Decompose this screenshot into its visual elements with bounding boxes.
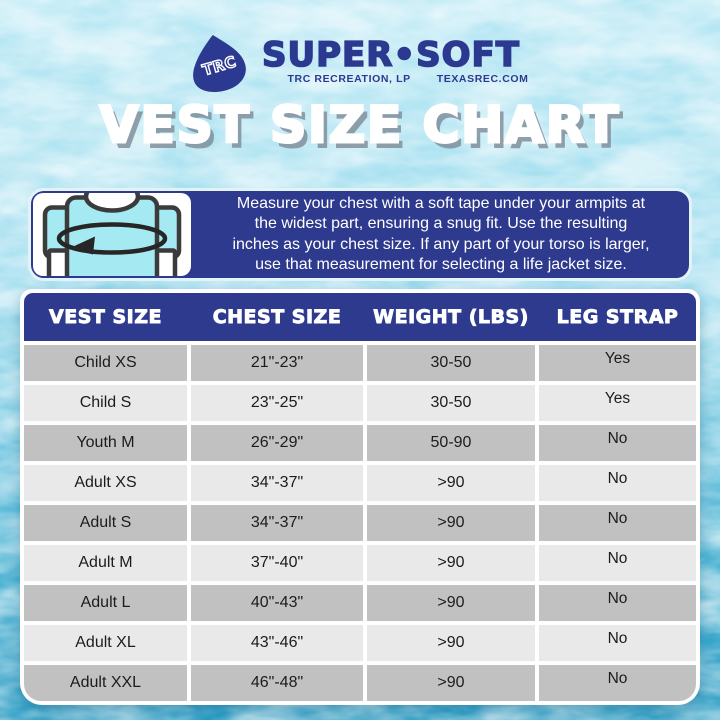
brand-taglines: TRC RECREATION, LP TEXASREC.COM xyxy=(252,73,531,85)
cell-weight: >90 xyxy=(367,505,535,541)
instructions-line: the widest part, ensuring a snug fit. Us… xyxy=(254,215,628,232)
cell-chest-size: 26"-29" xyxy=(191,425,363,461)
header-leg-strap: LEG STRAP xyxy=(556,306,679,329)
cell-chest-size: 21"-23" xyxy=(191,345,363,381)
cell-vest-size: Adult S xyxy=(24,505,187,541)
cell-vest-size: Child XS xyxy=(24,345,187,381)
cell-vest-size: Adult XS xyxy=(24,465,187,501)
cell-vest-size: Youth M xyxy=(24,425,187,461)
website-url: TEXASREC.COM xyxy=(436,73,529,85)
instructions-line: Measure your chest with a soft tape unde… xyxy=(236,194,646,212)
cell-weight: >90 xyxy=(367,665,535,701)
cell-leg-strap: No xyxy=(539,425,696,461)
cell-chest-size: 46"-48" xyxy=(191,665,363,701)
table-row: Adult XL 43"-46" >90 No xyxy=(24,625,696,661)
cell-chest-size: 37"-40" xyxy=(191,545,363,581)
cell-leg-strap: Yes xyxy=(539,345,696,381)
table-row: Adult XS 34"-37" >90 No xyxy=(24,465,696,501)
cell-vest-size: Adult L xyxy=(24,585,187,621)
trc-waterdrop-icon: TRC xyxy=(187,30,250,96)
cell-leg-strap: No xyxy=(539,585,696,621)
company-name: TRC RECREATION, LP xyxy=(287,73,411,85)
size-table: VEST SIZE CHEST SIZE WEIGHT (LBS) LEG ST… xyxy=(20,289,700,705)
cell-vest-size: Child S xyxy=(24,385,187,421)
cell-leg-strap: Yes xyxy=(539,385,696,421)
cell-weight: 30-50 xyxy=(367,345,535,381)
table-row: Adult M 37"-40" >90 No xyxy=(24,545,696,581)
cell-weight: >90 xyxy=(367,465,535,501)
cell-chest-size: 40"-43" xyxy=(191,585,363,621)
cell-vest-size: Adult M xyxy=(24,545,187,581)
page-title: VEST SIZE CHART xyxy=(98,95,621,156)
brand-name: SUPER•SOFT xyxy=(261,35,520,75)
cell-vest-size: Adult XL xyxy=(24,625,187,661)
cell-leg-strap: No xyxy=(539,625,696,661)
cell-chest-size: 23"-25" xyxy=(191,385,363,421)
cell-weight: >90 xyxy=(367,585,535,621)
cell-vest-size: Adult XXL xyxy=(24,665,187,701)
cell-weight: >90 xyxy=(367,625,535,661)
header-chest-size: CHEST SIZE xyxy=(212,306,342,329)
instructions-panel: Measure your chest with a soft tape unde… xyxy=(28,188,692,281)
table-row: Child XS 21"-23" 30-50 Yes xyxy=(24,345,696,381)
instructions-text: Measure your chest with a soft tape unde… xyxy=(193,191,689,278)
cell-chest-size: 34"-37" xyxy=(191,505,363,541)
size-table-header: VEST SIZE CHEST SIZE WEIGHT (LBS) LEG ST… xyxy=(24,293,696,341)
cell-chest-size: 43"-46" xyxy=(191,625,363,661)
brand-logo: TRC SUPER•SOFT TRC RECREATION, LP TEXASR… xyxy=(0,33,720,93)
shirt-chest-measure-icon xyxy=(33,193,191,276)
cell-leg-strap: No xyxy=(539,665,696,701)
table-row: Child S 23"-25" 30-50 Yes xyxy=(24,385,696,421)
table-row: Adult S 34"-37" >90 No xyxy=(24,505,696,541)
table-row: Youth M 26"-29" 50-90 No xyxy=(24,425,696,461)
cell-leg-strap: No xyxy=(539,505,696,541)
table-row: Adult XXL 46"-48" >90 No xyxy=(24,665,696,701)
cell-weight: 30-50 xyxy=(367,385,535,421)
cell-chest-size: 34"-37" xyxy=(191,465,363,501)
header-weight-lbs: WEIGHT (LBS) xyxy=(373,306,529,329)
cell-leg-strap: No xyxy=(539,465,696,501)
instructions-line: use that measurement for selecting a lif… xyxy=(255,256,627,273)
table-row: Adult L 40"-43" >90 No xyxy=(24,585,696,621)
instructions-line: inches as your chest size. If any part o… xyxy=(232,235,650,253)
cell-weight: 50-90 xyxy=(367,425,535,461)
header-vest-size: VEST SIZE xyxy=(49,306,162,329)
cell-weight: >90 xyxy=(367,545,535,581)
cell-leg-strap: No xyxy=(539,545,696,581)
